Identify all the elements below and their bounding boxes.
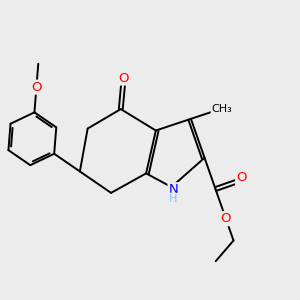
Text: CH₃: CH₃: [212, 104, 232, 114]
Text: N: N: [169, 183, 178, 196]
Text: H: H: [169, 194, 178, 204]
Text: O: O: [236, 172, 247, 184]
Text: O: O: [31, 81, 42, 94]
Text: O: O: [118, 71, 129, 85]
Text: O: O: [220, 212, 230, 225]
